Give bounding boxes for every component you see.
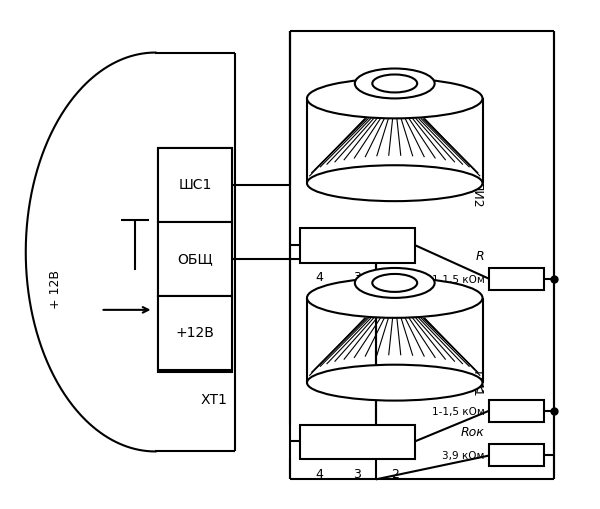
Ellipse shape	[307, 278, 482, 318]
Bar	[490, 444, 544, 466]
Ellipse shape	[307, 364, 482, 401]
Bar	[300, 228, 415, 263]
Text: ПИ2: ПИ2	[470, 182, 482, 209]
Text: ОБЩ: ОБЩ	[178, 252, 213, 266]
Ellipse shape	[373, 274, 417, 292]
Bar	[158, 222, 232, 296]
Text: ПИ1: ПИ1	[470, 372, 482, 398]
Bar	[158, 148, 232, 222]
Ellipse shape	[307, 78, 482, 119]
Text: ШС1: ШС1	[179, 178, 212, 192]
Text: 4: 4	[315, 271, 323, 285]
Text: 3: 3	[353, 468, 361, 481]
Text: R: R	[476, 382, 484, 394]
Ellipse shape	[355, 69, 434, 98]
Text: 4: 4	[315, 468, 323, 481]
Ellipse shape	[355, 268, 434, 298]
Bar	[490, 268, 544, 290]
Bar	[300, 425, 415, 460]
Text: 1-1,5 кОм: 1-1,5 кОм	[432, 275, 484, 285]
Bar	[490, 400, 544, 421]
Text: 3: 3	[353, 271, 361, 285]
Text: + 12В: + 12В	[49, 270, 62, 309]
Bar	[158, 148, 232, 372]
Bar	[158, 296, 232, 370]
Text: Rок: Rок	[461, 427, 484, 439]
Ellipse shape	[373, 74, 417, 93]
Text: R: R	[476, 250, 484, 263]
Text: +12В: +12В	[176, 326, 215, 340]
Ellipse shape	[307, 165, 482, 201]
Text: ХТ1: ХТ1	[200, 392, 227, 407]
Text: 2: 2	[391, 271, 398, 285]
Text: 2: 2	[391, 468, 398, 481]
Text: 1-1,5 кОм: 1-1,5 кОм	[432, 407, 484, 416]
Text: 3,9 кОм: 3,9 кОм	[442, 451, 484, 462]
